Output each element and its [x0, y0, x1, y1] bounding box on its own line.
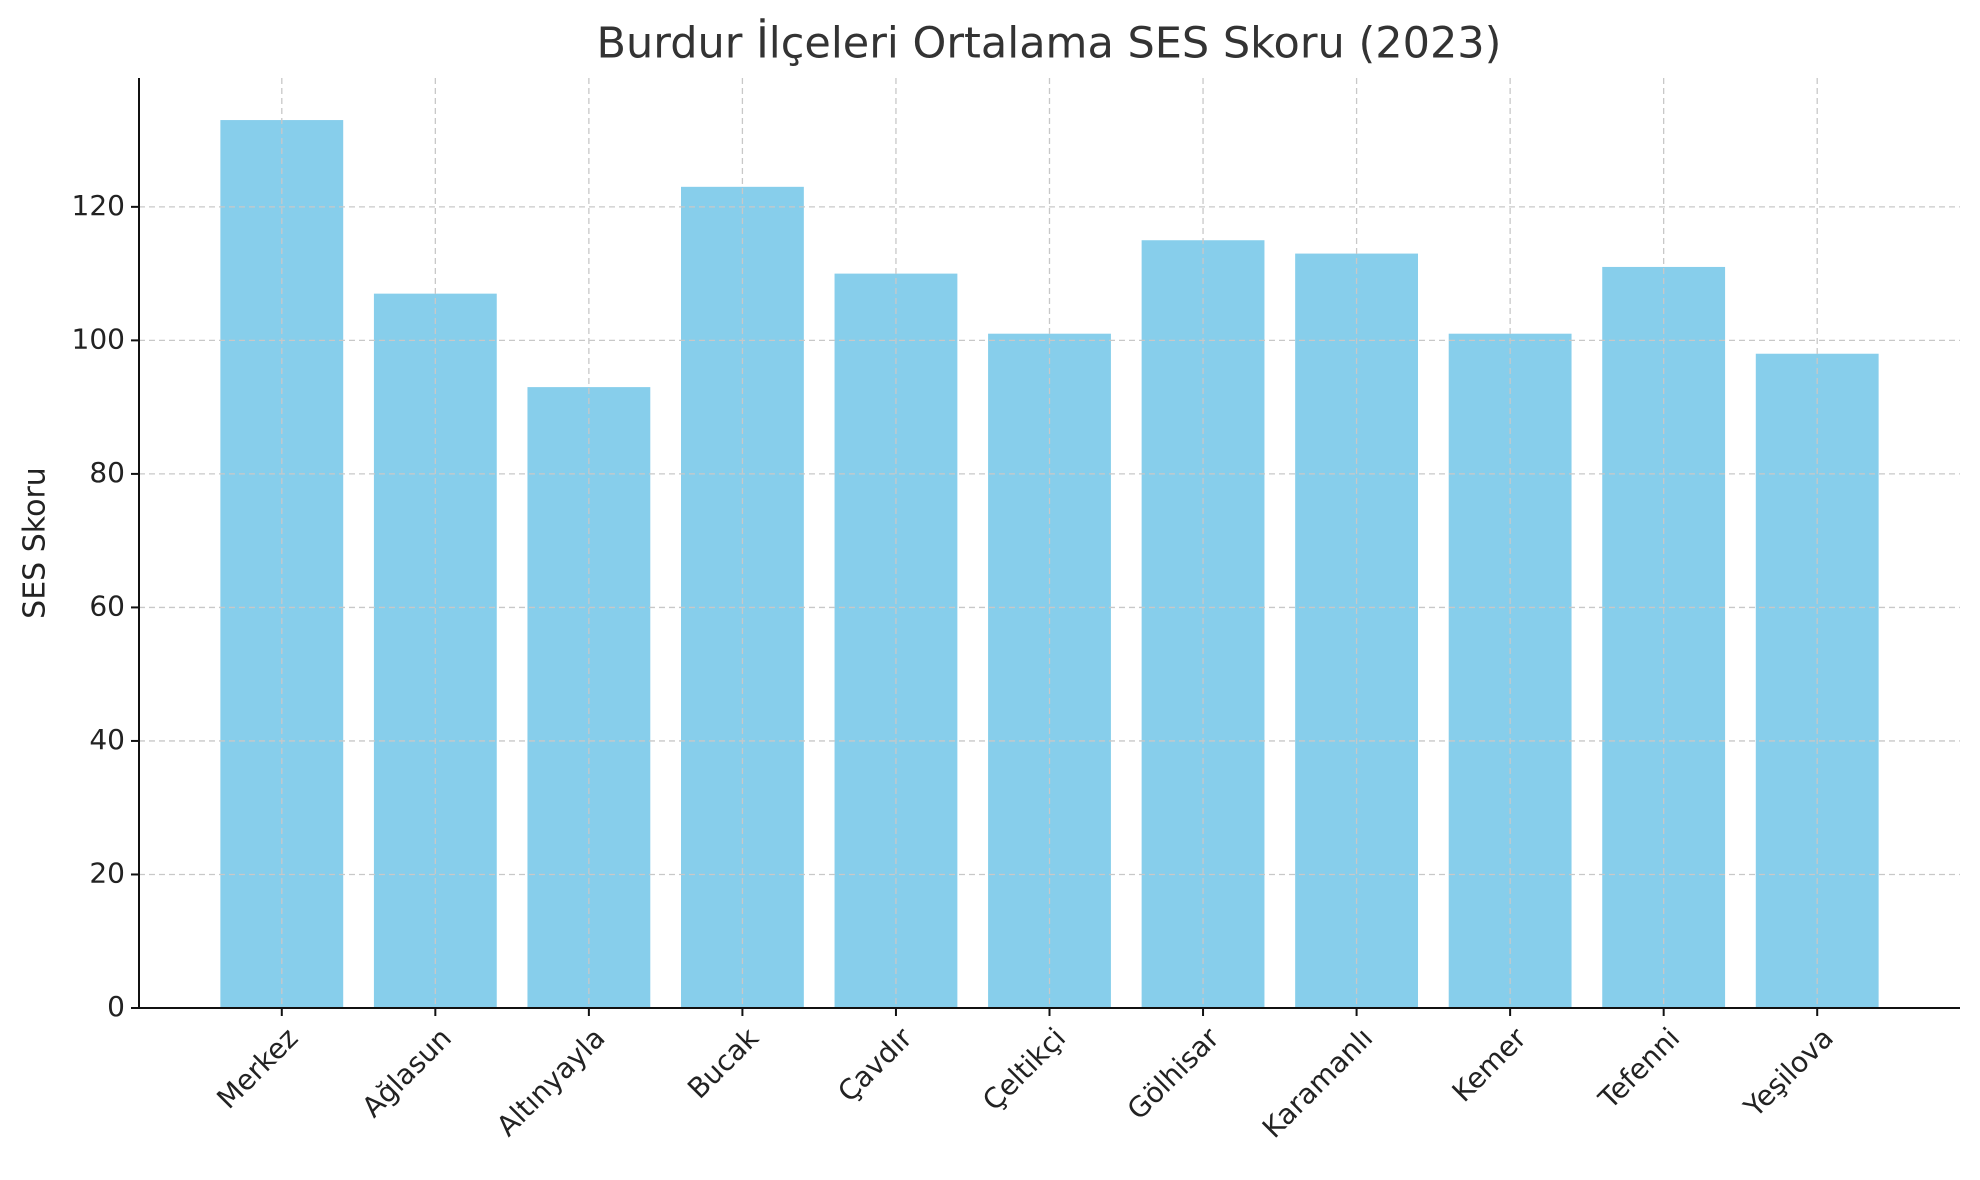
x-tick-label: Merkez: [210, 1021, 304, 1115]
y-tick-label: 80: [89, 456, 125, 489]
x-tick-label: Tefenni: [1592, 1021, 1687, 1116]
y-tick-label: 100: [72, 322, 125, 355]
y-tick-label: 40: [89, 723, 125, 756]
x-tick-label: Çeltikçi: [976, 1021, 1072, 1117]
chart-title: Burdur İlçeleri Ortalama SES Skoru (2023…: [597, 18, 1502, 69]
y-tick-label: 20: [89, 856, 125, 889]
x-tick-label: Altınyayla: [490, 1021, 611, 1142]
x-tick-label: Yeşilova: [1737, 1021, 1840, 1124]
x-tick-label: Gölhisar: [1121, 1021, 1226, 1126]
x-tick-label: Bucak: [681, 1021, 766, 1106]
x-tick-label: Kemer: [1446, 1021, 1533, 1108]
x-tick-label: Ağlasun: [355, 1021, 457, 1123]
y-axis-label: SES Skoru: [18, 467, 53, 619]
y-tick-label: 120: [72, 189, 125, 222]
x-tick-label: Karamanlı: [1256, 1021, 1379, 1144]
x-tick-label: Çavdır: [831, 1021, 919, 1109]
y-tick-label: 60: [89, 589, 125, 622]
y-tick-label: 0: [107, 990, 125, 1023]
